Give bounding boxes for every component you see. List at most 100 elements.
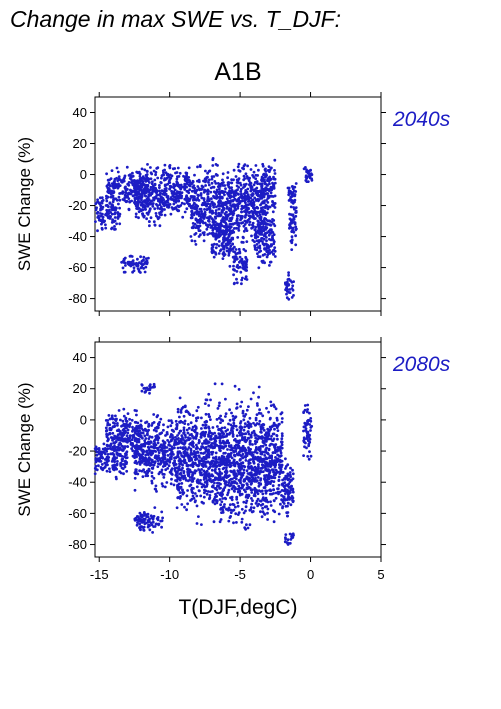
- scatter-point: [210, 468, 214, 472]
- scatter-point: [110, 452, 114, 456]
- scatter-point: [137, 210, 141, 214]
- scatter-point: [254, 236, 258, 240]
- scatter-point: [267, 434, 270, 437]
- scatter-point: [107, 187, 111, 190]
- scatter-point: [201, 462, 205, 466]
- scatter-point: [180, 201, 184, 205]
- scatter-point: [225, 246, 229, 250]
- scatter-point: [176, 175, 179, 179]
- scatter-point: [161, 449, 165, 453]
- scatter-point: [126, 428, 130, 432]
- scatter-point: [222, 442, 226, 445]
- scatter-point: [229, 212, 233, 216]
- scatter-point: [151, 531, 155, 534]
- scatter-point: [233, 480, 237, 484]
- scatter-point: [270, 166, 273, 170]
- scatter-point: [266, 194, 270, 198]
- scatter-point: [247, 465, 251, 468]
- scatter-point: [210, 224, 214, 228]
- scatter-point: [125, 426, 128, 430]
- scatter-point: [205, 474, 209, 477]
- scatter-point: [266, 452, 270, 456]
- scatter-point: [142, 449, 145, 453]
- scatter-point: [165, 449, 169, 453]
- scatter-point: [268, 219, 272, 223]
- scatter-point: [181, 215, 185, 219]
- scatter-point: [205, 492, 209, 496]
- scatter-point: [271, 210, 275, 214]
- scatter-point: [161, 465, 165, 468]
- scatter-point: [264, 448, 268, 451]
- scatter-point: [155, 426, 159, 430]
- scatter-point: [250, 488, 254, 492]
- scatter-point: [146, 515, 150, 519]
- scatter-point: [186, 502, 190, 506]
- scatter-point: [179, 439, 183, 443]
- scatter-point: [108, 426, 112, 430]
- scatter-point: [170, 206, 174, 209]
- scatter-point: [162, 442, 166, 446]
- scatter-point: [126, 431, 130, 435]
- scatter-point: [253, 423, 257, 427]
- scatter-point: [162, 204, 166, 208]
- scatter-point: [230, 217, 234, 221]
- scatter-point: [185, 194, 189, 198]
- scatter-point: [146, 183, 150, 187]
- scatter-point: [138, 469, 142, 473]
- scatter-point: [135, 462, 139, 465]
- scatter-point: [150, 192, 154, 196]
- scatter-point: [135, 424, 139, 428]
- scatter-point: [126, 260, 130, 264]
- scatter-point: [249, 506, 253, 509]
- scatter-point: [237, 388, 241, 391]
- scatter-point: [162, 460, 166, 464]
- scatter-point: [176, 496, 180, 499]
- scatter-point: [228, 189, 232, 193]
- scatter-point: [179, 194, 183, 198]
- scatter-point: [286, 478, 290, 482]
- scatter-point: [269, 427, 273, 431]
- scatter-point: [253, 196, 257, 200]
- scatter-point: [207, 441, 211, 444]
- scatter-point: [144, 265, 148, 269]
- scatter-point: [190, 453, 194, 456]
- scatter-point: [225, 455, 229, 459]
- scatter-point: [181, 466, 184, 470]
- scatter-point: [116, 460, 119, 463]
- scatter-point: [162, 476, 166, 479]
- scatter-point: [216, 214, 219, 218]
- scatter-point: [290, 248, 294, 252]
- scatter-point: [154, 450, 158, 453]
- scatter-point: [127, 183, 131, 187]
- scatter-point: [209, 203, 212, 206]
- scatter-point: [278, 472, 282, 475]
- scatter-point: [279, 454, 283, 457]
- scatter-point: [195, 504, 199, 508]
- scatter-point: [203, 488, 206, 492]
- scatter-point: [232, 273, 236, 277]
- scatter-point: [237, 227, 240, 230]
- scatter-point: [141, 451, 145, 455]
- scatter-point: [140, 389, 144, 393]
- scatter-point: [115, 437, 118, 440]
- scatter-point: [169, 470, 173, 473]
- scatter-point: [284, 533, 288, 536]
- scatter-point: [302, 429, 305, 433]
- scatter-point: [106, 195, 110, 199]
- scatter-point: [190, 490, 194, 494]
- scatter-point: [140, 201, 144, 205]
- scatter-point: [248, 440, 252, 444]
- scatter-point: [151, 204, 155, 208]
- scatter-point: [215, 465, 218, 469]
- scatter-point: [122, 472, 125, 476]
- scatter-point: [240, 507, 244, 511]
- scatter-point: [250, 454, 254, 457]
- scatter-point: [280, 437, 284, 441]
- scatter-point: [117, 409, 121, 412]
- scatter-point: [111, 425, 115, 429]
- scatter-point: [232, 230, 236, 234]
- scatter-point: [108, 423, 112, 427]
- scatter-point: [283, 489, 287, 493]
- scatter-point: [142, 529, 146, 532]
- scatter-point: [212, 190, 216, 194]
